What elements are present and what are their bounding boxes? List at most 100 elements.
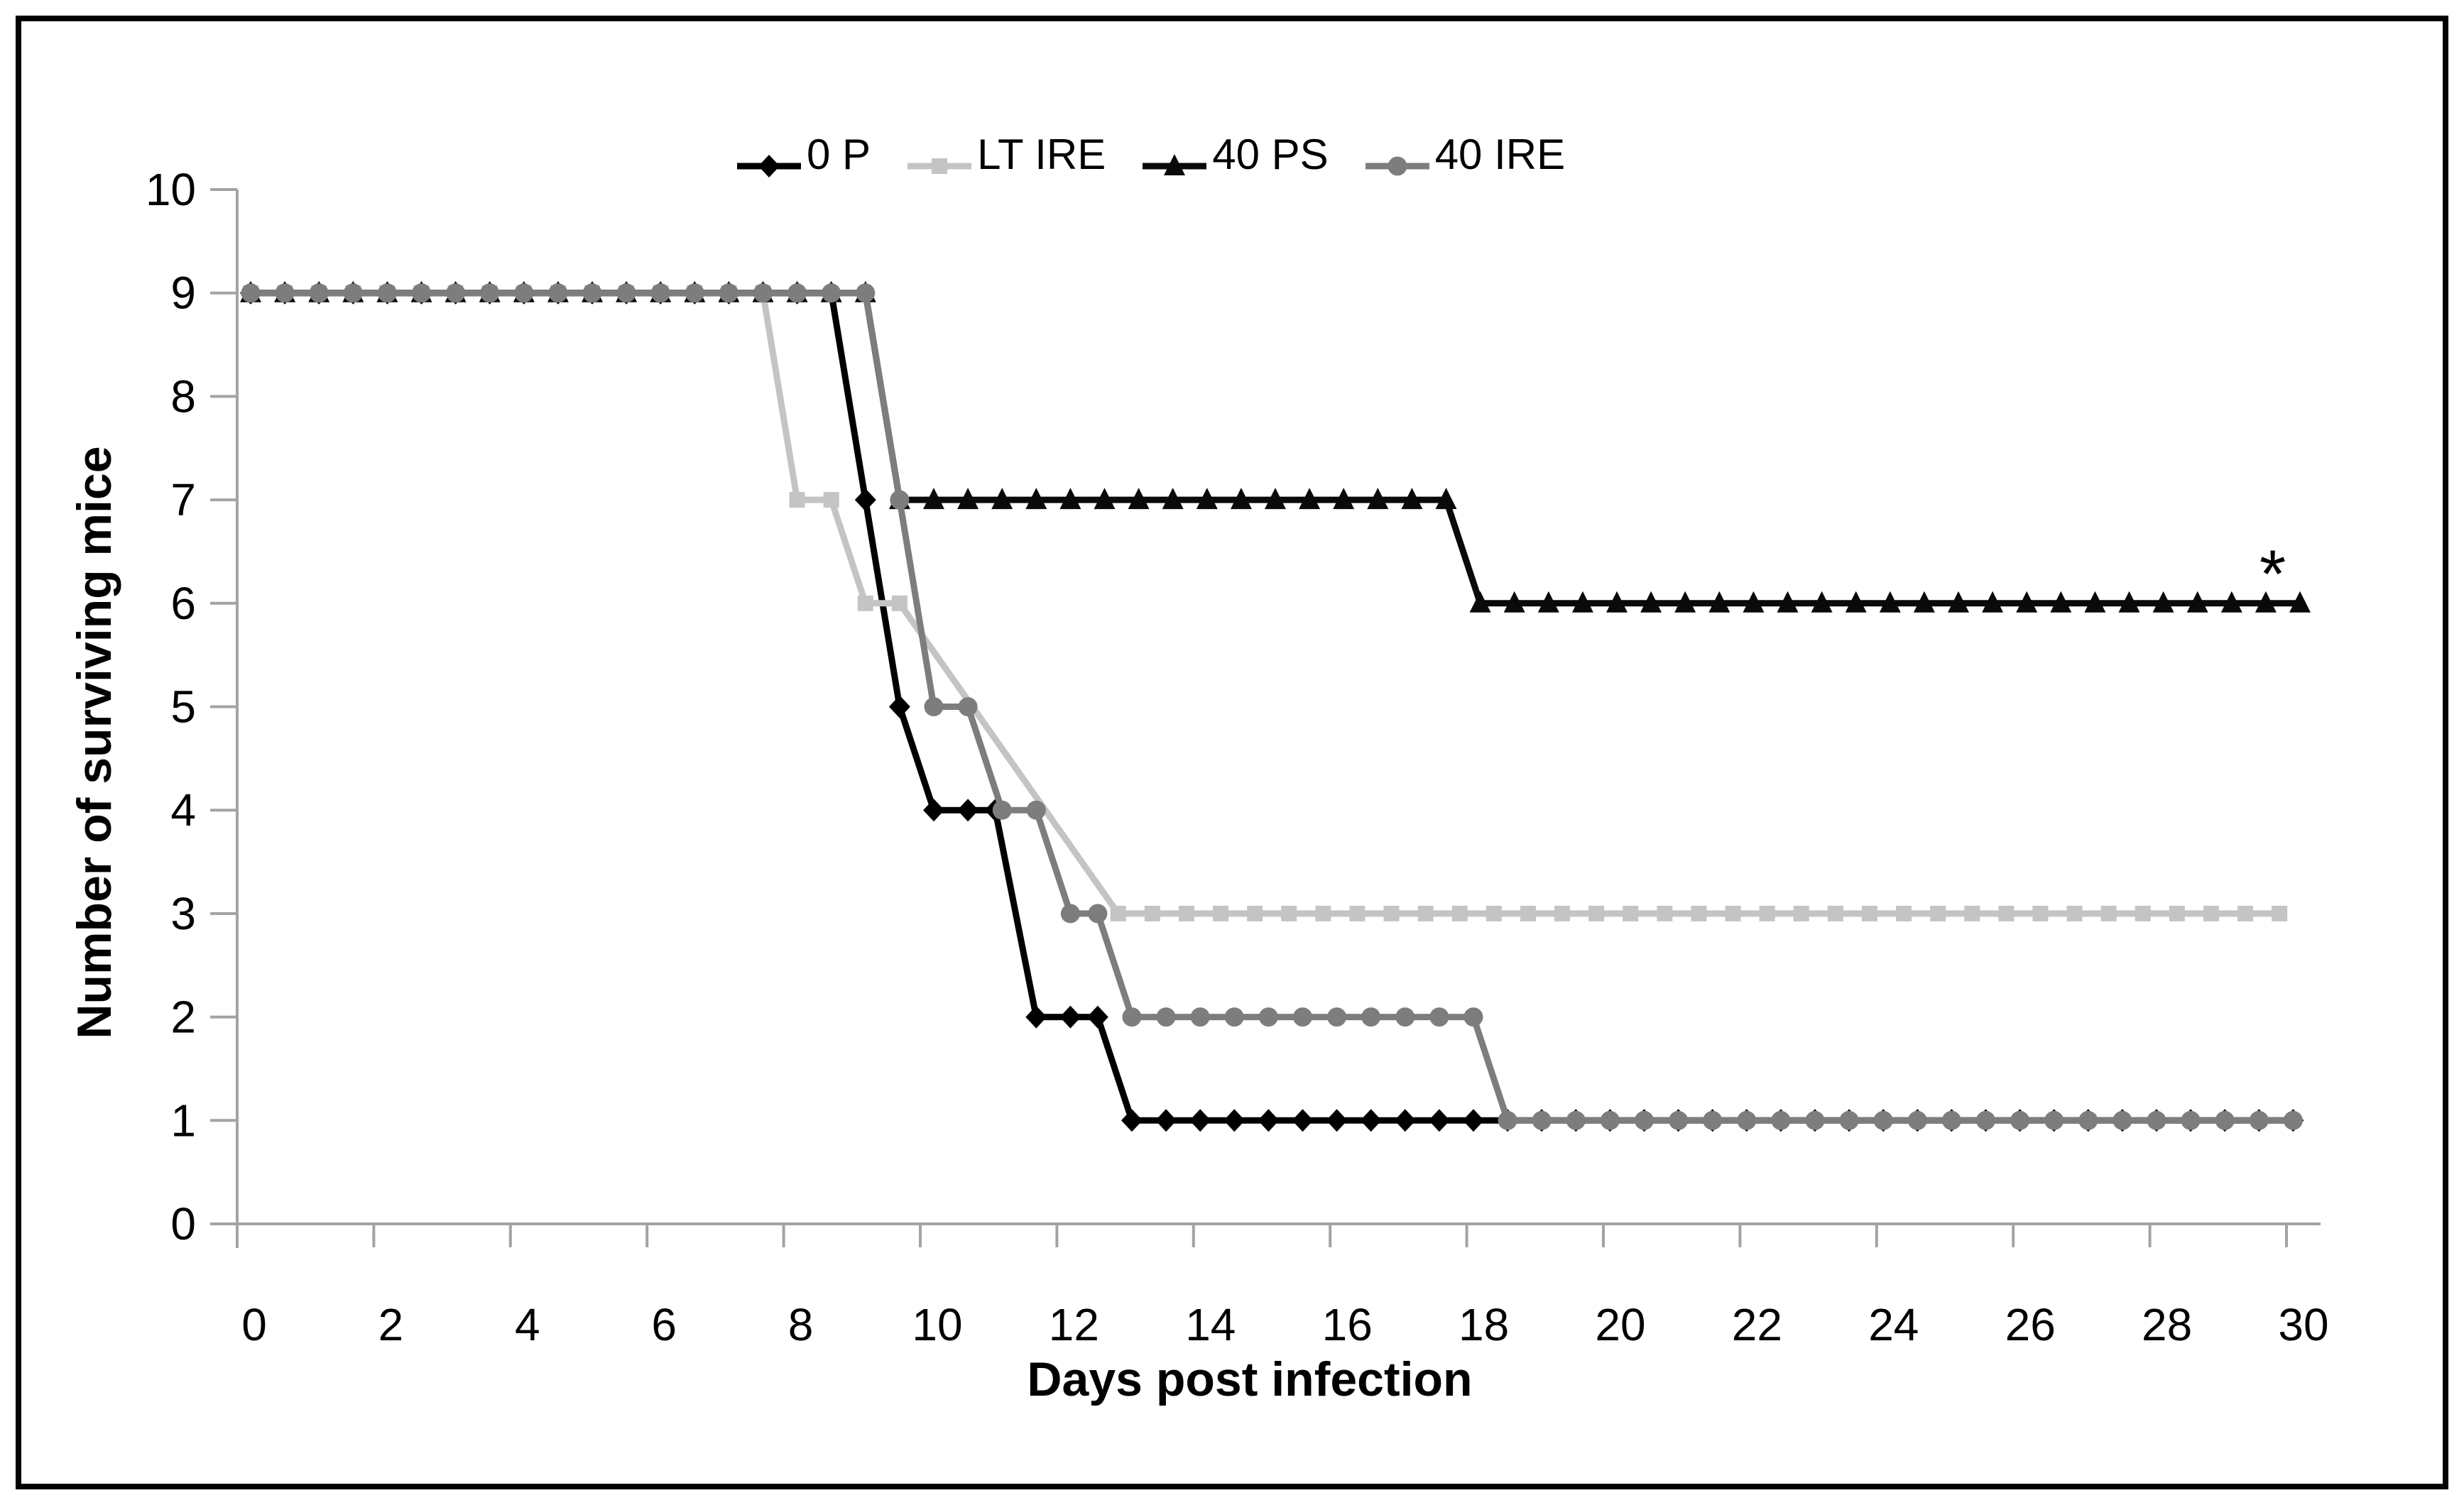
x-tick-label: 30	[2278, 1299, 2328, 1350]
data-point-triangle	[1196, 488, 1218, 510]
legend-item-40-ire: 40 IRE	[1365, 133, 1565, 176]
data-point-circle	[1600, 1110, 1620, 1130]
data-point-square	[1486, 905, 1502, 921]
data-point-circle	[2181, 1110, 2201, 1130]
data-point-diamond	[1326, 1109, 1348, 1132]
data-point-triangle	[2289, 591, 2311, 613]
x-tick-label: 24	[1868, 1299, 1919, 1350]
data-point-diamond	[1394, 1109, 1416, 1132]
data-point-square	[2032, 905, 2049, 921]
data-point-circle	[1088, 904, 1108, 924]
chart-legend: 0 P LT IRE 40 PS 40 IRE	[737, 131, 1565, 178]
data-point-triangle	[1811, 591, 1833, 613]
data-point-circle	[1429, 1007, 1449, 1027]
y-tick-label: 0	[170, 1198, 196, 1249]
data-point-circle	[1224, 1007, 1244, 1027]
data-point-circle	[241, 283, 261, 303]
series-line	[251, 290, 2294, 1124]
data-point-circle	[2283, 1110, 2303, 1130]
data-point-triangle	[2016, 591, 2038, 613]
y-tick-label: 6	[170, 578, 196, 629]
y-tick-label: 4	[170, 784, 196, 836]
data-point-square	[1315, 905, 1331, 921]
data-point-triangle	[1879, 591, 1901, 613]
x-tick-label: 20	[1595, 1299, 1645, 1350]
x-axis-title: Days post infection	[1027, 1352, 1473, 1406]
x-tick-label: 8	[788, 1299, 814, 1350]
x-tick-label: 22	[1732, 1299, 1782, 1350]
data-point-circle	[1566, 1110, 1586, 1130]
data-point-triangle	[2152, 591, 2174, 613]
data-point-triangle	[1845, 591, 1867, 613]
data-point-circle	[2215, 1110, 2235, 1130]
data-point-circle	[822, 283, 841, 303]
legend-item-0p: 0 P	[737, 133, 871, 177]
x-tick-label: 0	[241, 1299, 267, 1350]
series-line	[251, 290, 2294, 1124]
data-point-square	[2135, 905, 2151, 921]
x-tick-label: 10	[912, 1299, 962, 1350]
data-point-circle	[1907, 1110, 1927, 1130]
data-point-diamond	[923, 799, 944, 822]
data-point-diamond	[854, 488, 876, 512]
data-point-triangle	[1025, 488, 1047, 510]
x-tick-label: 12	[1049, 1299, 1099, 1350]
data-point-square	[789, 492, 805, 508]
data-point-square	[1861, 905, 1877, 921]
data-point-circle	[1292, 1007, 1312, 1027]
data-point-circle	[1669, 1110, 1689, 1130]
data-point-circle	[2044, 1110, 2064, 1130]
data-point-circle	[650, 283, 670, 303]
data-point-triangle	[957, 488, 979, 510]
data-point-diamond	[1223, 1109, 1245, 1132]
data-point-triangle	[1333, 488, 1355, 510]
data-point-circle	[2078, 1110, 2098, 1130]
x-tick-label: 6	[651, 1299, 677, 1350]
legend-marker-0p-diamond-icon	[737, 143, 801, 177]
y-tick-label: 7	[170, 474, 196, 525]
data-point-circle	[275, 283, 295, 303]
x-tick-label: 18	[1459, 1299, 1509, 1350]
data-point-circle	[480, 283, 500, 303]
data-point-diamond	[1059, 1005, 1081, 1029]
data-point-square	[891, 595, 907, 611]
data-point-triangle	[1435, 488, 1457, 510]
data-point-square	[1451, 905, 1468, 921]
y-tick-label: 9	[170, 268, 196, 319]
y-tick-label: 1	[170, 1095, 196, 1146]
data-point-triangle	[1674, 591, 1696, 613]
y-axis-title: Number of surviving mice	[67, 446, 121, 1039]
data-point-triangle	[2118, 591, 2140, 613]
data-point-diamond	[1360, 1109, 1382, 1132]
data-point-circle	[309, 283, 329, 303]
data-point-square	[1623, 905, 1639, 921]
data-point-triangle	[1708, 591, 1730, 613]
data-point-circle	[719, 283, 738, 303]
data-point-square	[1964, 905, 1980, 921]
data-point-triangle	[1606, 591, 1628, 613]
data-point-square	[1827, 905, 1843, 921]
data-point-diamond	[957, 799, 979, 822]
data-point-diamond	[1258, 1109, 1280, 1132]
data-point-square	[1793, 905, 1809, 921]
data-point-circle	[1805, 1110, 1825, 1130]
data-point-circle	[856, 283, 876, 303]
data-point-circle	[1026, 800, 1046, 820]
series-line	[251, 290, 2300, 607]
data-point-square	[1520, 905, 1536, 921]
data-point-triangle	[1059, 488, 1081, 510]
data-point-triangle	[923, 488, 944, 510]
data-point-circle	[1839, 1110, 1859, 1130]
data-point-diamond	[888, 695, 910, 718]
data-point-square	[1178, 905, 1194, 921]
data-point-triangle	[2050, 591, 2072, 613]
data-point-circle	[514, 283, 534, 303]
y-tick-label: 3	[170, 888, 196, 939]
data-point-circle	[1737, 1110, 1757, 1130]
data-point-circle	[787, 283, 807, 303]
data-point-circle	[1498, 1110, 1517, 1130]
legend-label-40-ps: 40 PS	[1212, 131, 1329, 178]
x-tick-label: 2	[378, 1299, 404, 1350]
data-point-triangle	[1777, 591, 1799, 613]
